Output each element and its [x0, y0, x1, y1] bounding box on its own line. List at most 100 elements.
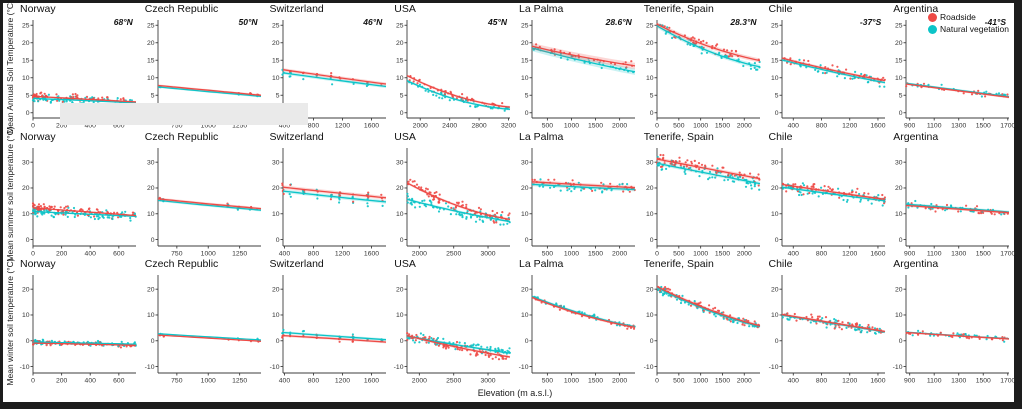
svg-text:2000: 2000 — [612, 123, 627, 130]
panel-title: Norway — [20, 3, 56, 15]
svg-text:-10: -10 — [20, 364, 30, 371]
svg-text:30: 30 — [271, 159, 279, 166]
svg-text:1250: 1250 — [232, 250, 247, 257]
svg-text:900: 900 — [904, 378, 916, 385]
svg-text:10: 10 — [147, 313, 155, 320]
panel-tenerife-spain-annual: Tenerife, Spain 28.3°N 0 5 10 15 20 25 0 500 1000 1… — [640, 3, 765, 131]
svg-text:1000: 1000 — [200, 123, 215, 130]
svg-text:1200: 1200 — [334, 250, 349, 257]
svg-text:20: 20 — [895, 40, 903, 47]
svg-text:10: 10 — [521, 313, 529, 320]
svg-text:25: 25 — [396, 22, 404, 29]
svg-text:0: 0 — [649, 236, 653, 243]
panel-plot: 0 10 20 30 750 1000 1250 — [147, 147, 261, 257]
svg-text:10: 10 — [147, 75, 155, 82]
svg-text:900: 900 — [904, 250, 916, 257]
svg-text:30: 30 — [22, 159, 30, 166]
svg-text:0: 0 — [774, 338, 778, 345]
panel-title: Argentina — [893, 130, 939, 143]
panel-usa-annual: USA 45°N 0 5 10 15 20 25 2000 2400 2800 3200 — [390, 3, 517, 131]
legend: Roadside Natural vegetation — [928, 12, 1009, 36]
latitude-label: 28.6°N — [605, 17, 632, 27]
svg-text:0: 0 — [899, 338, 903, 345]
panel-usa-winter: USA -10 0 10 20 2000 2500 3000 — [390, 258, 515, 386]
svg-text:25: 25 — [646, 22, 654, 29]
svg-text:600: 600 — [113, 250, 125, 257]
svg-text:1500: 1500 — [588, 123, 603, 130]
svg-text:1000: 1000 — [693, 378, 708, 385]
svg-text:0: 0 — [31, 123, 35, 130]
svg-text:400: 400 — [278, 250, 290, 257]
svg-text:750: 750 — [171, 250, 183, 257]
svg-text:200: 200 — [56, 250, 68, 257]
svg-text:10: 10 — [646, 211, 654, 218]
panel-title: Norway — [20, 130, 56, 143]
svg-text:15: 15 — [147, 57, 155, 64]
svg-text:0: 0 — [655, 378, 659, 385]
svg-text:-10: -10 — [519, 364, 529, 371]
svg-text:20: 20 — [770, 287, 778, 294]
svg-text:2000: 2000 — [413, 123, 428, 130]
panel-title: Tenerife, Spain — [643, 3, 714, 15]
svg-text:20: 20 — [770, 185, 778, 192]
svg-text:20: 20 — [22, 40, 30, 47]
y-axis-label-winter-text: Mean winter soil temperature (°C) — [4, 258, 15, 386]
panel-title: Switzerland — [269, 3, 324, 15]
svg-text:20: 20 — [147, 185, 155, 192]
panel-plot: 0 10 20 30 0 200 400 600 — [22, 147, 137, 257]
svg-text:1250: 1250 — [232, 378, 247, 385]
svg-text:1000: 1000 — [564, 123, 579, 130]
svg-text:1300: 1300 — [951, 123, 966, 130]
svg-text:10: 10 — [646, 75, 654, 82]
svg-text:5: 5 — [275, 92, 279, 99]
svg-text:2000: 2000 — [736, 123, 751, 130]
svg-text:30: 30 — [895, 159, 903, 166]
svg-text:500: 500 — [542, 123, 554, 130]
svg-text:1100: 1100 — [927, 123, 942, 130]
panel-title: Chile — [768, 258, 793, 271]
panel-argentina-annual: Argentina -41°S 0 5 10 15 20 25 900 1100 1300 1500 1… — [889, 3, 1016, 131]
svg-text:30: 30 — [646, 159, 654, 166]
panel-la-palma-winter: La Palma -10 0 10 20 500 1000 1500 2000 — [515, 258, 640, 386]
svg-text:400: 400 — [787, 123, 799, 130]
natural-vegetation-color-dot-icon — [928, 24, 937, 34]
svg-text:10: 10 — [22, 211, 30, 218]
panel-czech-republic-summer: Czech Republic 0 10 20 30 750 1000 1250 — [141, 131, 266, 259]
legend-item-natural: Natural vegetation — [928, 24, 1009, 34]
panel-title: Switzerland — [269, 258, 324, 271]
legend-label-roadside: Roadside — [940, 12, 976, 22]
panel-plot: -10 0 10 20 500 1000 1500 2000 — [519, 275, 636, 385]
legend-label-natural: Natural vegetation — [940, 24, 1009, 34]
roadside-color-dot-icon — [928, 12, 937, 22]
svg-text:20: 20 — [521, 287, 529, 294]
svg-text:30: 30 — [396, 159, 404, 166]
svg-text:0: 0 — [655, 123, 659, 130]
svg-text:20: 20 — [646, 185, 654, 192]
panel-plot: 0 5 10 15 20 25 2000 2400 2800 3200 — [396, 20, 517, 130]
svg-text:1500: 1500 — [588, 378, 603, 385]
panel-norway-winter: Norway -10 0 10 20 0 200 400 600 — [16, 258, 141, 386]
svg-text:1600: 1600 — [363, 378, 378, 385]
svg-text:1500: 1500 — [976, 378, 991, 385]
svg-text:800: 800 — [307, 378, 319, 385]
panel-plot: 0 5 10 15 20 25 900 1100 1300 1500 1700 — [895, 20, 1016, 130]
panel-title: Czech Republic — [144, 130, 219, 143]
svg-text:20: 20 — [396, 40, 404, 47]
svg-text:15: 15 — [396, 57, 404, 64]
svg-text:5: 5 — [150, 92, 154, 99]
panel-plot: 0 10 20 30 500 1000 1500 2000 — [521, 147, 636, 257]
panel-plot: -10 0 10 20 400 800 1200 1600 — [269, 275, 386, 385]
svg-text:15: 15 — [22, 57, 30, 64]
svg-text:3000: 3000 — [481, 378, 496, 385]
latitude-label: -37°S — [859, 17, 882, 27]
panel-czech-republic-winter: Czech Republic -10 0 10 20 750 1000 1250 — [141, 258, 266, 386]
panel-norway-summer: Norway 0 10 20 30 0 200 400 600 — [16, 131, 141, 259]
svg-text:5: 5 — [525, 92, 529, 99]
x-axis-label: Elevation (m a.s.l.) — [477, 387, 553, 398]
svg-text:10: 10 — [396, 75, 404, 82]
panel-switzerland-summer: Switzerland 0 10 20 30 400 800 1200 1600 — [266, 131, 391, 259]
svg-text:200: 200 — [56, 378, 68, 385]
y-axis-label-winter: Mean winter soil temperature (°C) — [3, 258, 16, 386]
figure-canvas: Mean Annual Soil Temperature (°C) Mean s… — [3, 0, 1016, 402]
